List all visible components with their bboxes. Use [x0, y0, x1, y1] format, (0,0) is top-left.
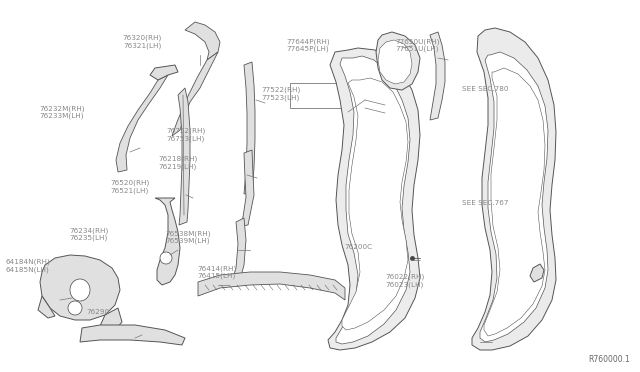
Polygon shape: [530, 264, 544, 282]
Polygon shape: [80, 325, 185, 345]
Polygon shape: [172, 52, 218, 136]
Ellipse shape: [160, 252, 172, 264]
Polygon shape: [342, 78, 408, 330]
Text: 76520(RH)
76521(LH): 76520(RH) 76521(LH): [110, 180, 149, 194]
Text: 76414(RH)
76415(LH): 76414(RH) 76415(LH): [197, 265, 236, 279]
Text: 76752(RH)
76753(LH): 76752(RH) 76753(LH): [166, 128, 205, 142]
Text: 64184N(RH)
64185N(LH): 64184N(RH) 64185N(LH): [5, 259, 50, 273]
Text: 76234(RH)
76235(LH): 76234(RH) 76235(LH): [69, 227, 108, 241]
Polygon shape: [484, 68, 545, 336]
Polygon shape: [150, 65, 178, 80]
Polygon shape: [155, 198, 180, 285]
Polygon shape: [376, 32, 420, 90]
Text: 76200C: 76200C: [344, 244, 372, 250]
Text: 77644P(RH)
77645P(LH): 77644P(RH) 77645P(LH): [287, 38, 330, 52]
Text: 76232M(RH)
76233M(LH): 76232M(RH) 76233M(LH): [40, 105, 85, 119]
Polygon shape: [472, 28, 556, 350]
Text: 76218(RH)
76219(LH): 76218(RH) 76219(LH): [159, 156, 198, 170]
Polygon shape: [336, 56, 410, 344]
Polygon shape: [100, 308, 122, 330]
Text: 77522(RH)
77523(LH): 77522(RH) 77523(LH): [261, 87, 300, 101]
Text: 76290: 76290: [86, 309, 109, 315]
Polygon shape: [430, 32, 445, 120]
Polygon shape: [232, 218, 246, 282]
Polygon shape: [198, 272, 345, 300]
Text: SEE SEC.780: SEE SEC.780: [462, 86, 509, 92]
Polygon shape: [116, 75, 168, 172]
Polygon shape: [185, 22, 220, 60]
Polygon shape: [378, 40, 412, 84]
Text: R760000.1: R760000.1: [588, 355, 630, 364]
Ellipse shape: [70, 279, 90, 301]
Polygon shape: [38, 296, 55, 318]
Polygon shape: [328, 48, 420, 350]
Text: 76320(RH)
76321(LH): 76320(RH) 76321(LH): [122, 35, 162, 49]
Polygon shape: [241, 150, 254, 226]
Ellipse shape: [68, 301, 82, 315]
Polygon shape: [178, 88, 190, 225]
Text: SEE SEC.767: SEE SEC.767: [462, 200, 509, 206]
Polygon shape: [480, 52, 548, 342]
Polygon shape: [40, 255, 120, 320]
Text: 77650U(RH)
77651U(LH): 77650U(RH) 77651U(LH): [396, 38, 440, 52]
Text: 76538M(RH)
76539M(LH): 76538M(RH) 76539M(LH): [165, 230, 211, 244]
Text: 76022(RH)
76023(LH): 76022(RH) 76023(LH): [385, 274, 424, 288]
Polygon shape: [244, 62, 255, 194]
